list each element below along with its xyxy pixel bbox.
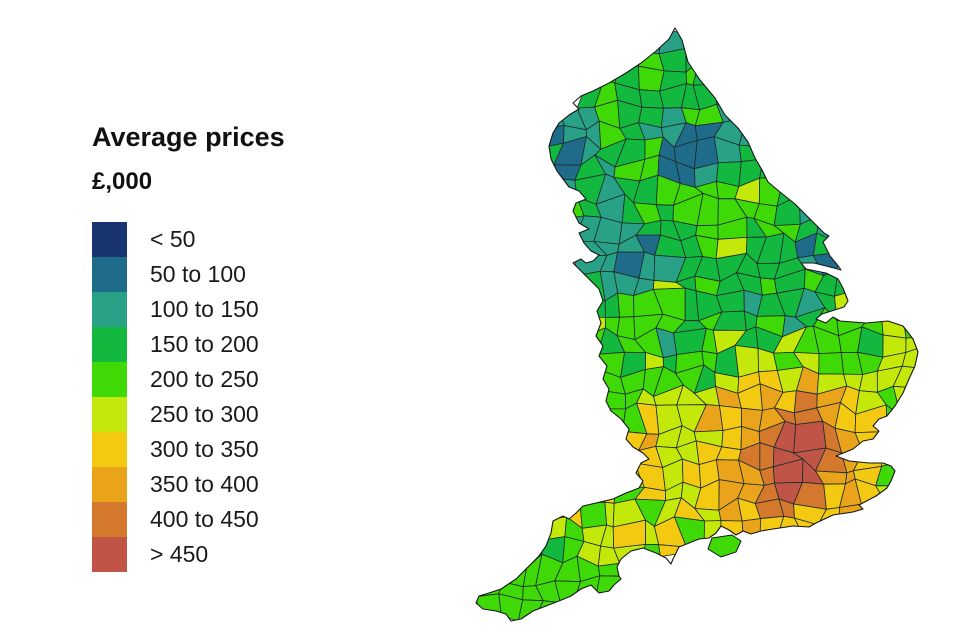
legend-band-row: 100 to 150 [92, 292, 392, 327]
legend-band-row: 200 to 250 [92, 362, 392, 397]
legend-band-label: 250 to 300 [150, 401, 259, 427]
legend-band-row: < 50 [92, 222, 392, 257]
legend-band-row: 250 to 300 [92, 397, 392, 432]
district-cell [881, 310, 907, 339]
district-cell [554, 177, 578, 204]
legend-swatch [92, 537, 127, 572]
legend-swatch [92, 467, 127, 502]
district-cell [834, 269, 864, 297]
district-cell [854, 431, 888, 453]
isle-of-wight [707, 534, 742, 558]
district-cell [617, 292, 635, 318]
legend-unit: £,000 [92, 168, 153, 195]
legend-swatch [92, 292, 127, 327]
district-cell [719, 405, 743, 431]
district-cell [658, 544, 688, 558]
district-cell [901, 310, 918, 339]
legend-band-label: 400 to 450 [150, 506, 259, 532]
legend-title: Average prices [92, 122, 285, 152]
legend-band-row: 300 to 350 [92, 432, 392, 467]
legend-band-row: 350 to 400 [92, 467, 392, 502]
legend-band-row: 400 to 450 [92, 502, 392, 537]
district-cell [885, 404, 902, 433]
district-cell [555, 215, 585, 244]
district-cell [721, 426, 743, 451]
legend-band-row: > 450 [92, 537, 392, 572]
england-price-map [475, 27, 919, 622]
legend-band-label: 50 to 100 [150, 261, 246, 287]
district-cell [673, 327, 707, 356]
legend-swatch [92, 362, 127, 397]
legend-band-label: 350 to 400 [150, 471, 259, 497]
district-cell [715, 79, 746, 110]
district-cell [793, 420, 827, 454]
district-cell [759, 158, 784, 179]
legend-bands: < 50 50 to 100 100 to 150 150 to 200 200 to … [92, 222, 392, 572]
district-cell [818, 352, 845, 375]
legend-band-row: 150 to 200 [92, 327, 392, 362]
legend: Average prices £,000 < 50 50 to 100 100 to… [92, 122, 392, 572]
legend-swatch [92, 502, 127, 537]
district-cell [597, 562, 627, 577]
legend-band-label: > 450 [150, 541, 209, 567]
legend-band-label: 300 to 350 [150, 436, 259, 462]
district-cell [604, 501, 615, 528]
district-cell [559, 196, 585, 219]
legend-swatch [92, 397, 127, 432]
district-cell [741, 518, 761, 549]
england-outline [475, 27, 919, 622]
district-cell [617, 47, 640, 69]
district-cells [476, 28, 918, 621]
district-cell [901, 345, 918, 370]
district-cell [692, 61, 718, 86]
legend-band-label: 200 to 250 [150, 366, 259, 392]
legend-swatch [92, 257, 127, 292]
district-cell [576, 294, 606, 318]
legend-band-row: 50 to 100 [92, 257, 392, 292]
district-cell [738, 144, 764, 163]
legend-swatch [92, 432, 127, 467]
legend-band-label: 150 to 200 [150, 331, 259, 357]
district-cell [638, 28, 663, 55]
legend-band-label: < 50 [150, 226, 196, 252]
legend-band-label: 100 to 150 [150, 296, 259, 322]
district-cell [476, 593, 502, 617]
district-cell [502, 559, 528, 588]
district-cell [613, 543, 647, 564]
legend-swatch [92, 222, 127, 257]
district-cell [738, 117, 763, 147]
legend-swatch [92, 327, 127, 362]
district-cell [759, 442, 775, 471]
district-cell [532, 163, 556, 179]
district-cell [576, 483, 606, 505]
